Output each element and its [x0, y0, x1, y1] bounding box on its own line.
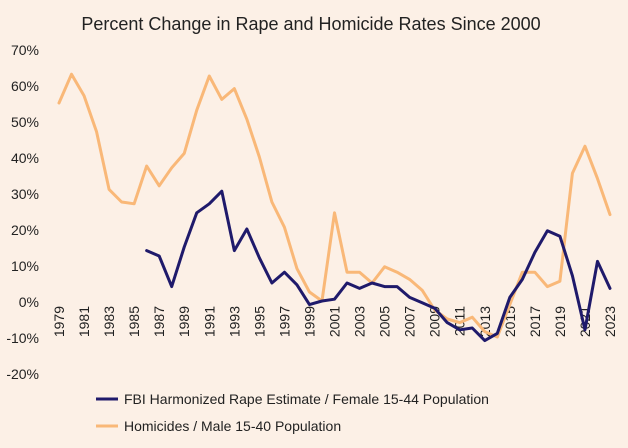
- y-tick-label: 50%: [11, 114, 39, 130]
- x-tick-label: 1987: [151, 306, 167, 337]
- legend-label: Homicides / Male 15-40 Population: [124, 418, 341, 434]
- x-tick-label: 1979: [51, 306, 67, 337]
- series-lines: [57, 72, 612, 343]
- x-tick-label: 1997: [276, 306, 292, 337]
- x-tick-label: 1999: [301, 306, 317, 337]
- x-tick-label: 2001: [327, 306, 343, 337]
- x-tick-label: 2017: [527, 306, 543, 337]
- x-tick-label: 2013: [477, 306, 493, 337]
- x-tick-label: 2023: [602, 306, 618, 337]
- x-tick-label: 1995: [251, 306, 267, 337]
- y-axis: -20% -10% 0% 10% 20% 30% 40% 50% 60% 70%: [6, 42, 39, 382]
- x-axis: 1979 1981 1983 1985 1987 1989 1991 1993 1995 1997…: [51, 306, 618, 337]
- chart-title: Percent Change in Rape and Homicide Rate…: [81, 14, 540, 34]
- y-tick-label: 40%: [11, 150, 39, 166]
- y-tick-label: 30%: [11, 186, 39, 202]
- legend-label: FBI Harmonized Rape Estimate / Female 15…: [124, 391, 489, 407]
- series-line-rape: [145, 189, 612, 343]
- x-tick-label: 2003: [352, 306, 368, 337]
- x-tick-label: 1981: [76, 306, 92, 337]
- y-tick-label: 70%: [11, 42, 39, 58]
- y-tick-label: 0%: [19, 294, 39, 310]
- x-tick-label: 2019: [552, 306, 568, 337]
- x-tick-label: 2005: [377, 306, 393, 337]
- x-tick-label: 2007: [402, 306, 418, 337]
- x-tick-label: 1985: [126, 306, 142, 337]
- y-tick-label: -10%: [6, 330, 39, 346]
- y-tick-label: 60%: [11, 78, 39, 94]
- x-tick-label: 1983: [101, 306, 117, 337]
- y-tick-label: 10%: [11, 258, 39, 274]
- y-tick-label: -20%: [6, 366, 39, 382]
- y-tick-label: 20%: [11, 222, 39, 238]
- x-tick-label: 1989: [176, 306, 192, 337]
- x-tick-label: 1993: [226, 306, 242, 337]
- legend: FBI Harmonized Rape Estimate / Female 15…: [96, 391, 489, 434]
- x-tick-label: 1991: [201, 306, 217, 337]
